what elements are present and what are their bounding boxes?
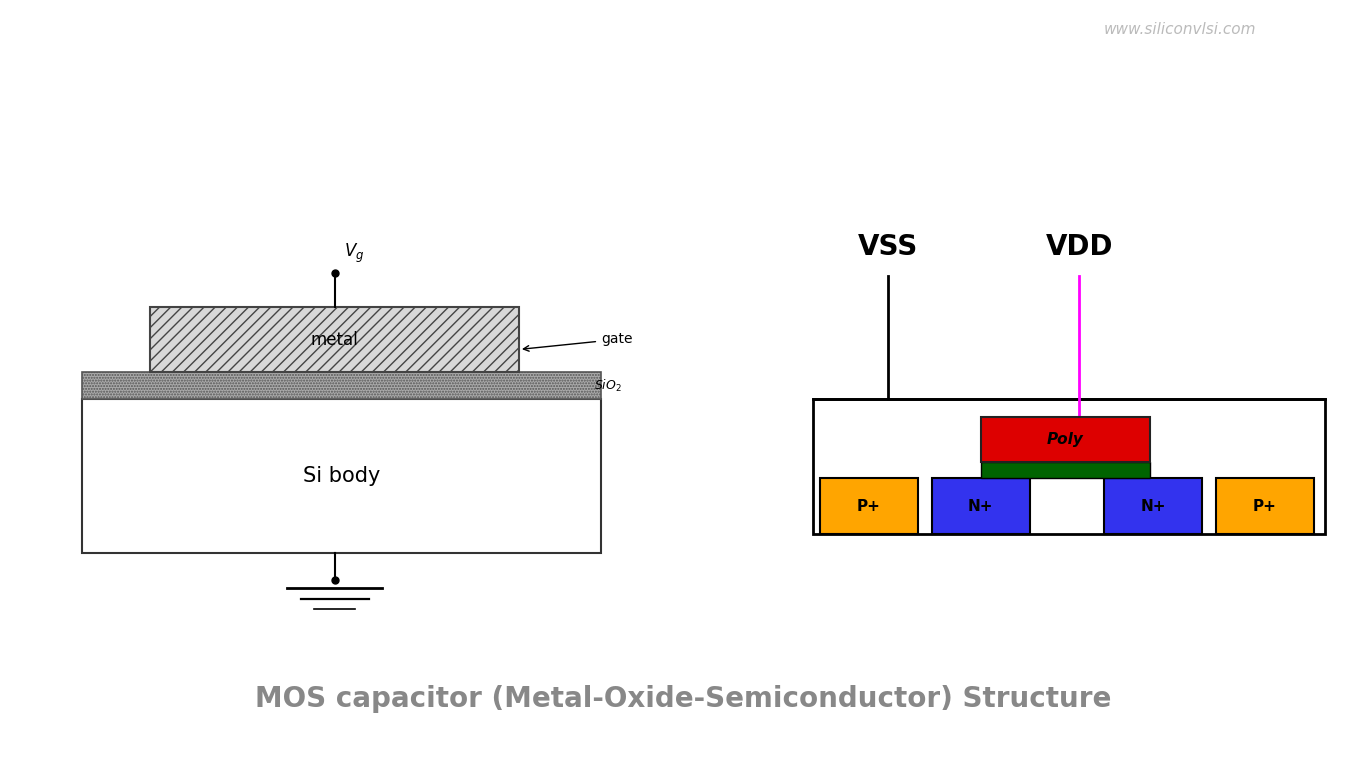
Bar — [981, 462, 1150, 478]
Text: VSS: VSS — [858, 233, 918, 261]
Bar — [820, 478, 918, 534]
Text: N+: N+ — [968, 498, 993, 514]
Text: N+: N+ — [1141, 498, 1165, 514]
Text: $V_g$: $V_g$ — [344, 242, 365, 265]
Bar — [1104, 478, 1202, 534]
Bar — [932, 478, 1030, 534]
Bar — [813, 399, 1325, 534]
Text: P+: P+ — [856, 498, 881, 514]
Bar — [150, 307, 519, 372]
Bar — [82, 399, 601, 553]
Text: Poly: Poly — [1048, 432, 1083, 447]
Bar — [82, 372, 601, 399]
Text: P+: P+ — [1253, 498, 1277, 514]
Text: www.siliconvlsi.com: www.siliconvlsi.com — [1104, 22, 1257, 37]
Text: SiO$_2$: SiO$_2$ — [594, 378, 622, 393]
Text: gate: gate — [523, 333, 632, 351]
Text: VDD: VDD — [1045, 233, 1113, 261]
Text: MOS capacitor (Metal-Oxide-Semiconductor) Structure: MOS capacitor (Metal-Oxide-Semiconductor… — [255, 685, 1111, 713]
Bar — [1216, 478, 1314, 534]
Text: Si body: Si body — [303, 466, 380, 486]
Bar — [981, 417, 1150, 462]
Text: metal: metal — [311, 331, 358, 349]
